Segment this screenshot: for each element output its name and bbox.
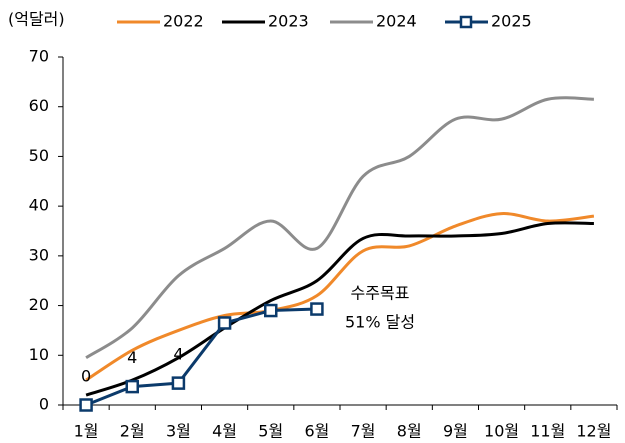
y-tick-label: 70 — [29, 47, 49, 66]
marker — [217, 316, 232, 330]
legend-label: 2023 — [268, 12, 309, 31]
x-tick-label: 10월 — [484, 422, 519, 441]
marker — [171, 376, 186, 390]
x-tick-label: 3월 — [166, 422, 191, 441]
series-line — [85, 96, 594, 360]
x-tick-label: 6월 — [304, 422, 329, 441]
legend-label: 2025 — [491, 12, 532, 31]
y-tick-label: 60 — [29, 96, 49, 115]
x-tick-label: 12월 — [576, 422, 611, 441]
x-tick-label: 9월 — [443, 422, 468, 441]
legend-marker — [459, 15, 473, 29]
marker — [264, 303, 278, 318]
annotation: 51% 달성 — [345, 313, 415, 332]
legend-label: 2022 — [163, 12, 204, 31]
y-tick-label: 20 — [29, 295, 49, 314]
series-line — [85, 307, 317, 407]
y-tick-label: 40 — [29, 196, 49, 215]
y-tick-label: 30 — [29, 245, 49, 264]
x-tick-label: 4월 — [212, 422, 237, 441]
x-tick-label: 1월 — [74, 422, 99, 441]
x-tick-label: 7월 — [351, 422, 376, 441]
data-label: 4 — [127, 348, 137, 367]
data-label: 4 — [173, 345, 183, 364]
x-tick-label: 2월 — [120, 422, 145, 441]
data-label: 0 — [81, 367, 91, 386]
x-tick-label: 8월 — [397, 422, 422, 441]
series-line — [85, 212, 595, 382]
series-line — [85, 221, 594, 397]
marker — [79, 398, 93, 412]
marker — [125, 379, 139, 394]
x-tick-label: 5월 — [258, 422, 283, 441]
marker — [310, 302, 324, 316]
y-tick-label: 10 — [29, 345, 49, 364]
y-tick-label: 0 — [39, 395, 49, 414]
y-tick-label: 50 — [29, 146, 49, 165]
unit-label: (억달러) — [8, 10, 65, 29]
annotation: 수주목표 — [351, 284, 410, 303]
x-tick-label: 11월 — [530, 422, 565, 441]
legend-label: 2024 — [376, 12, 417, 31]
